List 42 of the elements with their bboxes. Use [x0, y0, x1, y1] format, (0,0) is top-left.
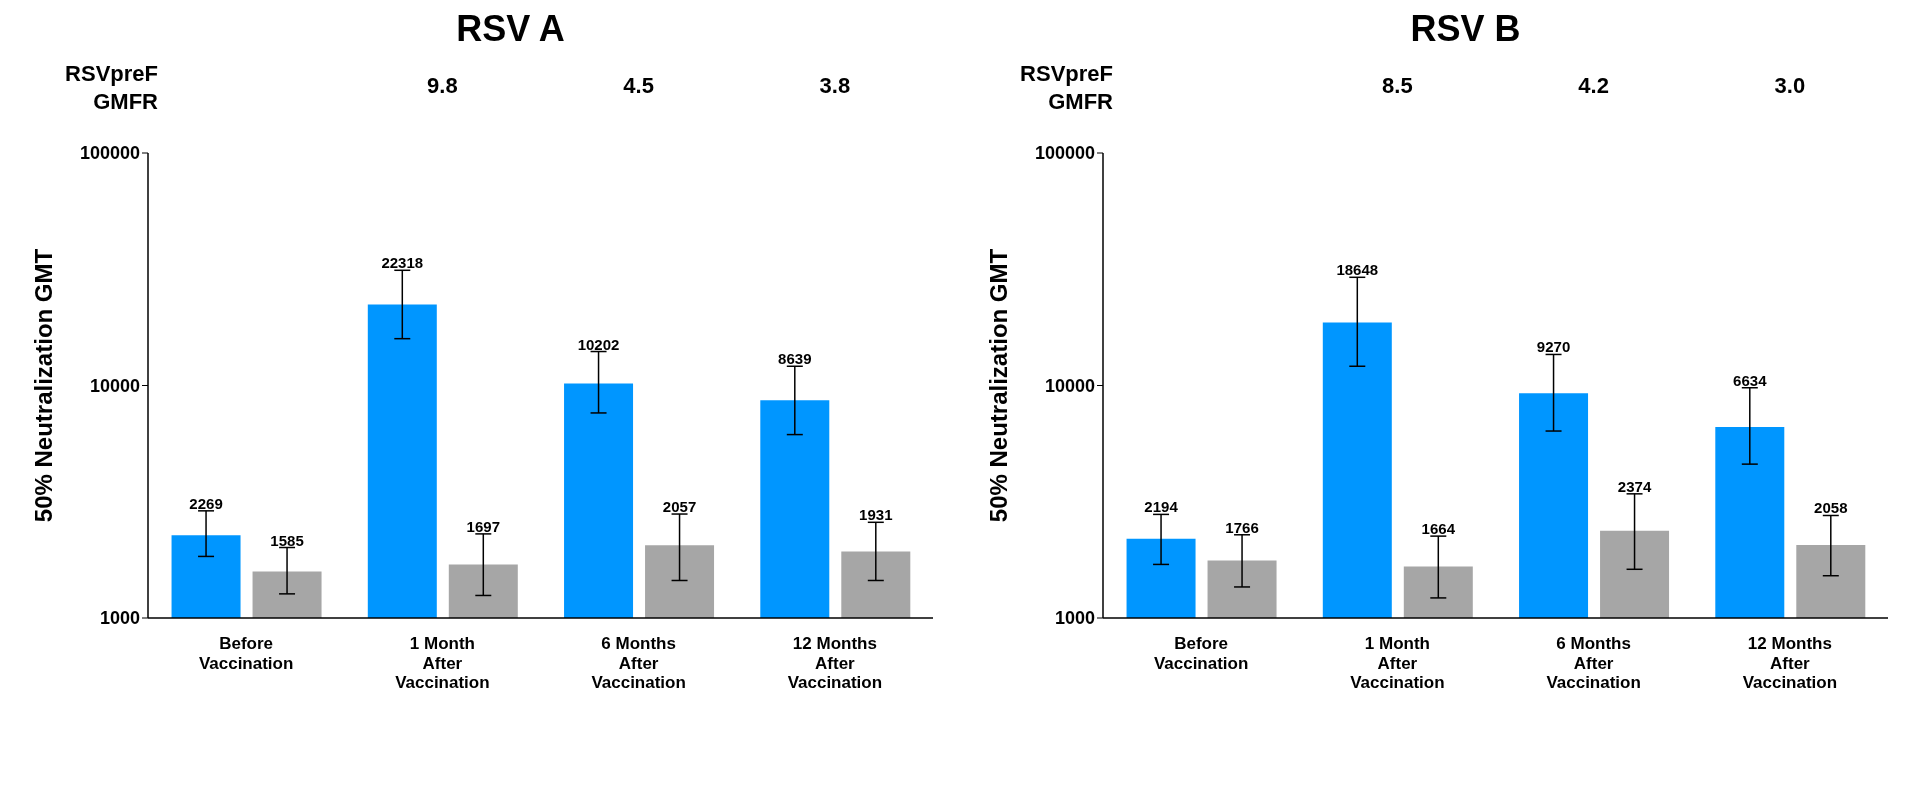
data-label: 22318 — [381, 254, 424, 272]
x-tick-label: 6 Months After Vaccination — [1546, 634, 1641, 693]
data-label: 1697 — [466, 517, 500, 535]
data-label: 1931 — [859, 506, 893, 524]
y-tick-label: 1000 — [1054, 608, 1095, 629]
data-label: 1585 — [270, 531, 304, 549]
x-tick-label: Before Vaccination — [198, 634, 294, 673]
text: 9.8 — [427, 73, 458, 98]
x-tick-label: 12 Months After Vaccination — [787, 634, 883, 693]
data-label: 6634 — [1733, 371, 1768, 389]
chart-title: RSV A — [455, 8, 566, 51]
text: 4.2 — [1578, 73, 1609, 98]
x-tick-label: 6 Months After Vaccination — [591, 634, 686, 693]
y-tick-label: 100000 — [79, 143, 140, 164]
text: RSVpreF GMFR — [1019, 60, 1113, 116]
data-label: 2194 — [1144, 498, 1179, 516]
text: 3.8 — [819, 73, 851, 98]
text: 8.5 — [1382, 73, 1413, 98]
data-label: 2374 — [1617, 477, 1652, 495]
y-axis-title: 50% Neutralization GMT — [29, 248, 57, 523]
data-label: 1766 — [1225, 518, 1259, 536]
y-tick-label: 10000 — [89, 375, 140, 396]
x-tick-label: 1 Month After Vaccination — [1350, 634, 1445, 693]
data-label: 2269 — [189, 494, 223, 512]
data-label: 2058 — [1814, 499, 1848, 517]
data-label: 1664 — [1421, 520, 1456, 538]
data-label: 2057 — [662, 498, 697, 516]
x-tick-label: 12 Months After Vaccination — [1742, 634, 1838, 693]
text: RSVpreF GMFR — [64, 60, 158, 116]
data-label: 10202 — [577, 335, 620, 353]
chart-title: RSV B — [1409, 8, 1522, 51]
x-tick-label: Before Vaccination — [1153, 634, 1249, 673]
data-label: 8639 — [778, 350, 812, 368]
text: 4.5 — [623, 73, 654, 98]
data-label: 9270 — [1536, 338, 1571, 356]
text: 3.0 — [1774, 73, 1806, 98]
y-tick-label: 1000 — [99, 608, 140, 629]
data-label: 18648 — [1336, 261, 1379, 279]
y-tick-label: 10000 — [1044, 375, 1095, 396]
y-tick-label: 100000 — [1034, 143, 1095, 164]
x-tick-label: 1 Month After Vaccination — [395, 634, 490, 693]
y-axis-title: 50% Neutralization GMT — [984, 248, 1012, 523]
